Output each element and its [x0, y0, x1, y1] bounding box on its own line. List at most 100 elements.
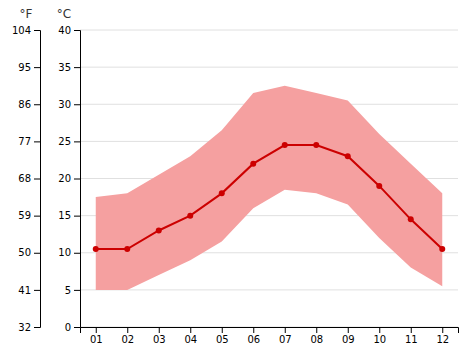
y2-axis-tick-mark	[34, 179, 40, 180]
x-axis-tick: 09	[342, 327, 355, 345]
average-point	[439, 246, 445, 252]
x-axis-tick-mark	[127, 327, 128, 333]
x-axis-tick: 10	[373, 327, 386, 345]
x-axis-line	[81, 328, 459, 334]
y-axis-tick: 20	[58, 173, 80, 184]
average-point	[408, 216, 414, 222]
y-axis-tick: 35	[58, 62, 80, 73]
y-axis-tick: 10	[58, 247, 80, 258]
average-point	[313, 142, 319, 148]
y-axis-tick: 5	[65, 285, 80, 296]
x-axis-tick-label: 10	[373, 334, 386, 345]
y2-axis-tick-mark	[34, 327, 40, 328]
y2-axis-tick-label: 104	[12, 25, 31, 36]
x-axis-tick-label: 11	[405, 334, 418, 345]
x-axis-tick: 06	[247, 327, 260, 345]
average-point	[187, 213, 193, 219]
x-axis-tick-mark	[253, 327, 254, 333]
x-axis-tick: 04	[184, 327, 197, 345]
grid	[80, 30, 458, 327]
x-axis-tick-label: 07	[279, 334, 292, 345]
y2-axis-tick-mark	[34, 67, 40, 68]
y2-axis-tick-mark	[34, 253, 40, 254]
y-axis-tick-mark	[74, 216, 80, 217]
y-axis-line	[74, 31, 81, 328]
y2-axis: 32 41 50 59 68 77 86 95 104	[12, 25, 41, 333]
y-axis-tick-mark	[74, 67, 80, 68]
average-point	[124, 246, 130, 252]
y2-axis-line	[34, 31, 41, 328]
y2-axis-tick-label: 95	[18, 62, 31, 73]
y-axis-tick-mark	[74, 290, 80, 291]
plot-area	[93, 86, 446, 290]
y-axis-tick: 30	[58, 99, 80, 110]
x-axis-tick-mark	[222, 327, 223, 333]
y-axis-tick-label: 5	[65, 285, 71, 296]
y2-axis-tick-mark	[34, 216, 40, 217]
y2-axis-title: °F	[20, 7, 33, 21]
x-axis-tick-mark	[316, 327, 317, 333]
y-axis-tick-mark	[74, 104, 80, 105]
x-axis-tick: 05	[216, 327, 229, 345]
average-point	[93, 246, 99, 252]
x-axis-tick-label: 01	[90, 334, 103, 345]
y2-axis-tick-label: 86	[18, 99, 31, 110]
y2-axis-tick-mark	[34, 30, 40, 31]
y-axis: 0 5 10 15 20 25 30 35 40	[58, 25, 80, 333]
average-point	[250, 161, 256, 167]
x-axis-tick-label: 04	[184, 334, 197, 345]
y-axis-tick: 15	[58, 210, 80, 221]
x-axis-tick-mark	[159, 327, 160, 333]
x-axis-tick-mark	[411, 327, 412, 333]
average-point	[376, 183, 382, 189]
average-point	[156, 227, 162, 233]
y-axis-tick-mark	[74, 253, 80, 254]
x-axis-tick-mark	[190, 327, 191, 333]
x-axis-tick: 01	[90, 327, 103, 345]
x-axis-tick-label: 05	[216, 334, 229, 345]
y-axis-tick-label: 25	[58, 136, 71, 147]
y2-axis-tick: 77	[18, 136, 40, 147]
y-axis-tick-label: 15	[58, 210, 71, 221]
x-axis-tick-mark	[442, 327, 443, 333]
y-axis-tick-label: 20	[58, 173, 71, 184]
y2-axis-tick: 86	[18, 99, 40, 110]
y2-axis-tick-label: 50	[18, 247, 31, 258]
y2-axis-tick: 32	[18, 322, 40, 333]
y-axis-tick-label: 40	[58, 25, 71, 36]
y-axis-title: °C	[57, 7, 71, 21]
x-axis-tick-mark	[96, 327, 97, 333]
y2-axis-tick: 104	[12, 25, 40, 36]
x-axis-tick: 02	[121, 327, 134, 345]
y2-axis-tick-label: 77	[18, 136, 31, 147]
average-line	[96, 145, 443, 249]
y-axis-tick-mark	[74, 327, 80, 328]
y2-axis-tick-label: 32	[18, 322, 31, 333]
x-axis-tick-mark	[285, 327, 286, 333]
x-axis-tick-label: 09	[342, 334, 355, 345]
y-axis-tick-mark	[74, 141, 80, 142]
y2-axis-tick-mark	[34, 104, 40, 105]
y2-axis-tick: 95	[18, 62, 40, 73]
y2-axis-tick-label: 68	[18, 173, 31, 184]
y-axis-tick-mark	[74, 179, 80, 180]
x-axis-tick-label: 02	[121, 334, 134, 345]
y2-axis-tick-label: 41	[18, 285, 31, 296]
y2-axis-tick: 50	[18, 247, 40, 258]
x-axis-tick-mark	[379, 327, 380, 333]
range-band	[96, 86, 443, 290]
x-axis: 010203040506070809101112	[81, 327, 459, 345]
y-axis-tick-label: 30	[58, 99, 71, 110]
average-point	[282, 142, 288, 148]
grid-line	[80, 30, 458, 31]
x-axis-tick: 11	[405, 327, 418, 345]
x-axis-tick: 08	[310, 327, 323, 345]
y2-axis-tick-mark	[34, 141, 40, 142]
y-axis-tick-label: 0	[65, 322, 71, 333]
x-axis-tick-label: 12	[436, 334, 449, 345]
y-axis-tick: 40	[58, 25, 80, 36]
y2-axis-tick: 59	[18, 210, 40, 221]
y-axis-tick-mark	[74, 30, 80, 31]
y-axis-tick: 0	[65, 322, 80, 333]
y2-axis-tick: 41	[18, 285, 40, 296]
